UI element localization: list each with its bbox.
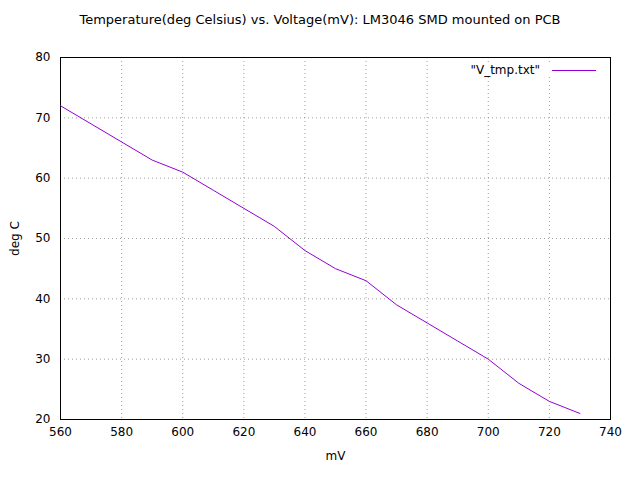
svg-text:60: 60 <box>35 171 50 185</box>
html-text:Temperature(deg Celsius) vs. V: Temperature(deg Celsius) vs. Voltage(mV)… <box>79 12 561 27</box>
svg-text:660: 660 <box>355 425 378 439</box>
svg-text:580: 580 <box>110 425 133 439</box>
html-text:"V_tmp.txt": "V_tmp.txt" <box>470 63 540 77</box>
svg-text:50: 50 <box>35 231 50 245</box>
svg-text:700: 700 <box>477 425 500 439</box>
svg-text:deg C: deg C <box>8 221 22 256</box>
svg-text:560: 560 <box>49 425 72 439</box>
svg-text:mV: mV <box>326 449 347 463</box>
svg-text:80: 80 <box>35 50 50 64</box>
svg-text:20: 20 <box>35 412 50 426</box>
svg-text:600: 600 <box>171 425 194 439</box>
svg-text:680: 680 <box>416 425 439 439</box>
svg-text:620: 620 <box>232 425 255 439</box>
svg-text:30: 30 <box>35 352 50 366</box>
svg-text:720: 720 <box>538 425 561 439</box>
svg-text:740: 740 <box>599 425 622 439</box>
svg-text:70: 70 <box>35 111 50 125</box>
svg-text:640: 640 <box>293 425 316 439</box>
svg-text:40: 40 <box>35 292 50 306</box>
